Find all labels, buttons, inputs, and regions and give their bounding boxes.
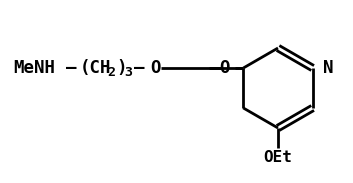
- Text: 3: 3: [124, 66, 132, 79]
- Text: O: O: [219, 59, 229, 77]
- Text: N: N: [323, 59, 333, 77]
- Text: 2: 2: [107, 66, 115, 79]
- Text: ): ): [116, 59, 126, 77]
- Text: —: —: [66, 59, 77, 77]
- Text: (CH: (CH: [80, 59, 112, 77]
- Text: —: —: [134, 59, 144, 77]
- Text: OEt: OEt: [264, 150, 292, 165]
- Text: MeNH: MeNH: [13, 59, 55, 77]
- Text: O: O: [150, 59, 161, 77]
